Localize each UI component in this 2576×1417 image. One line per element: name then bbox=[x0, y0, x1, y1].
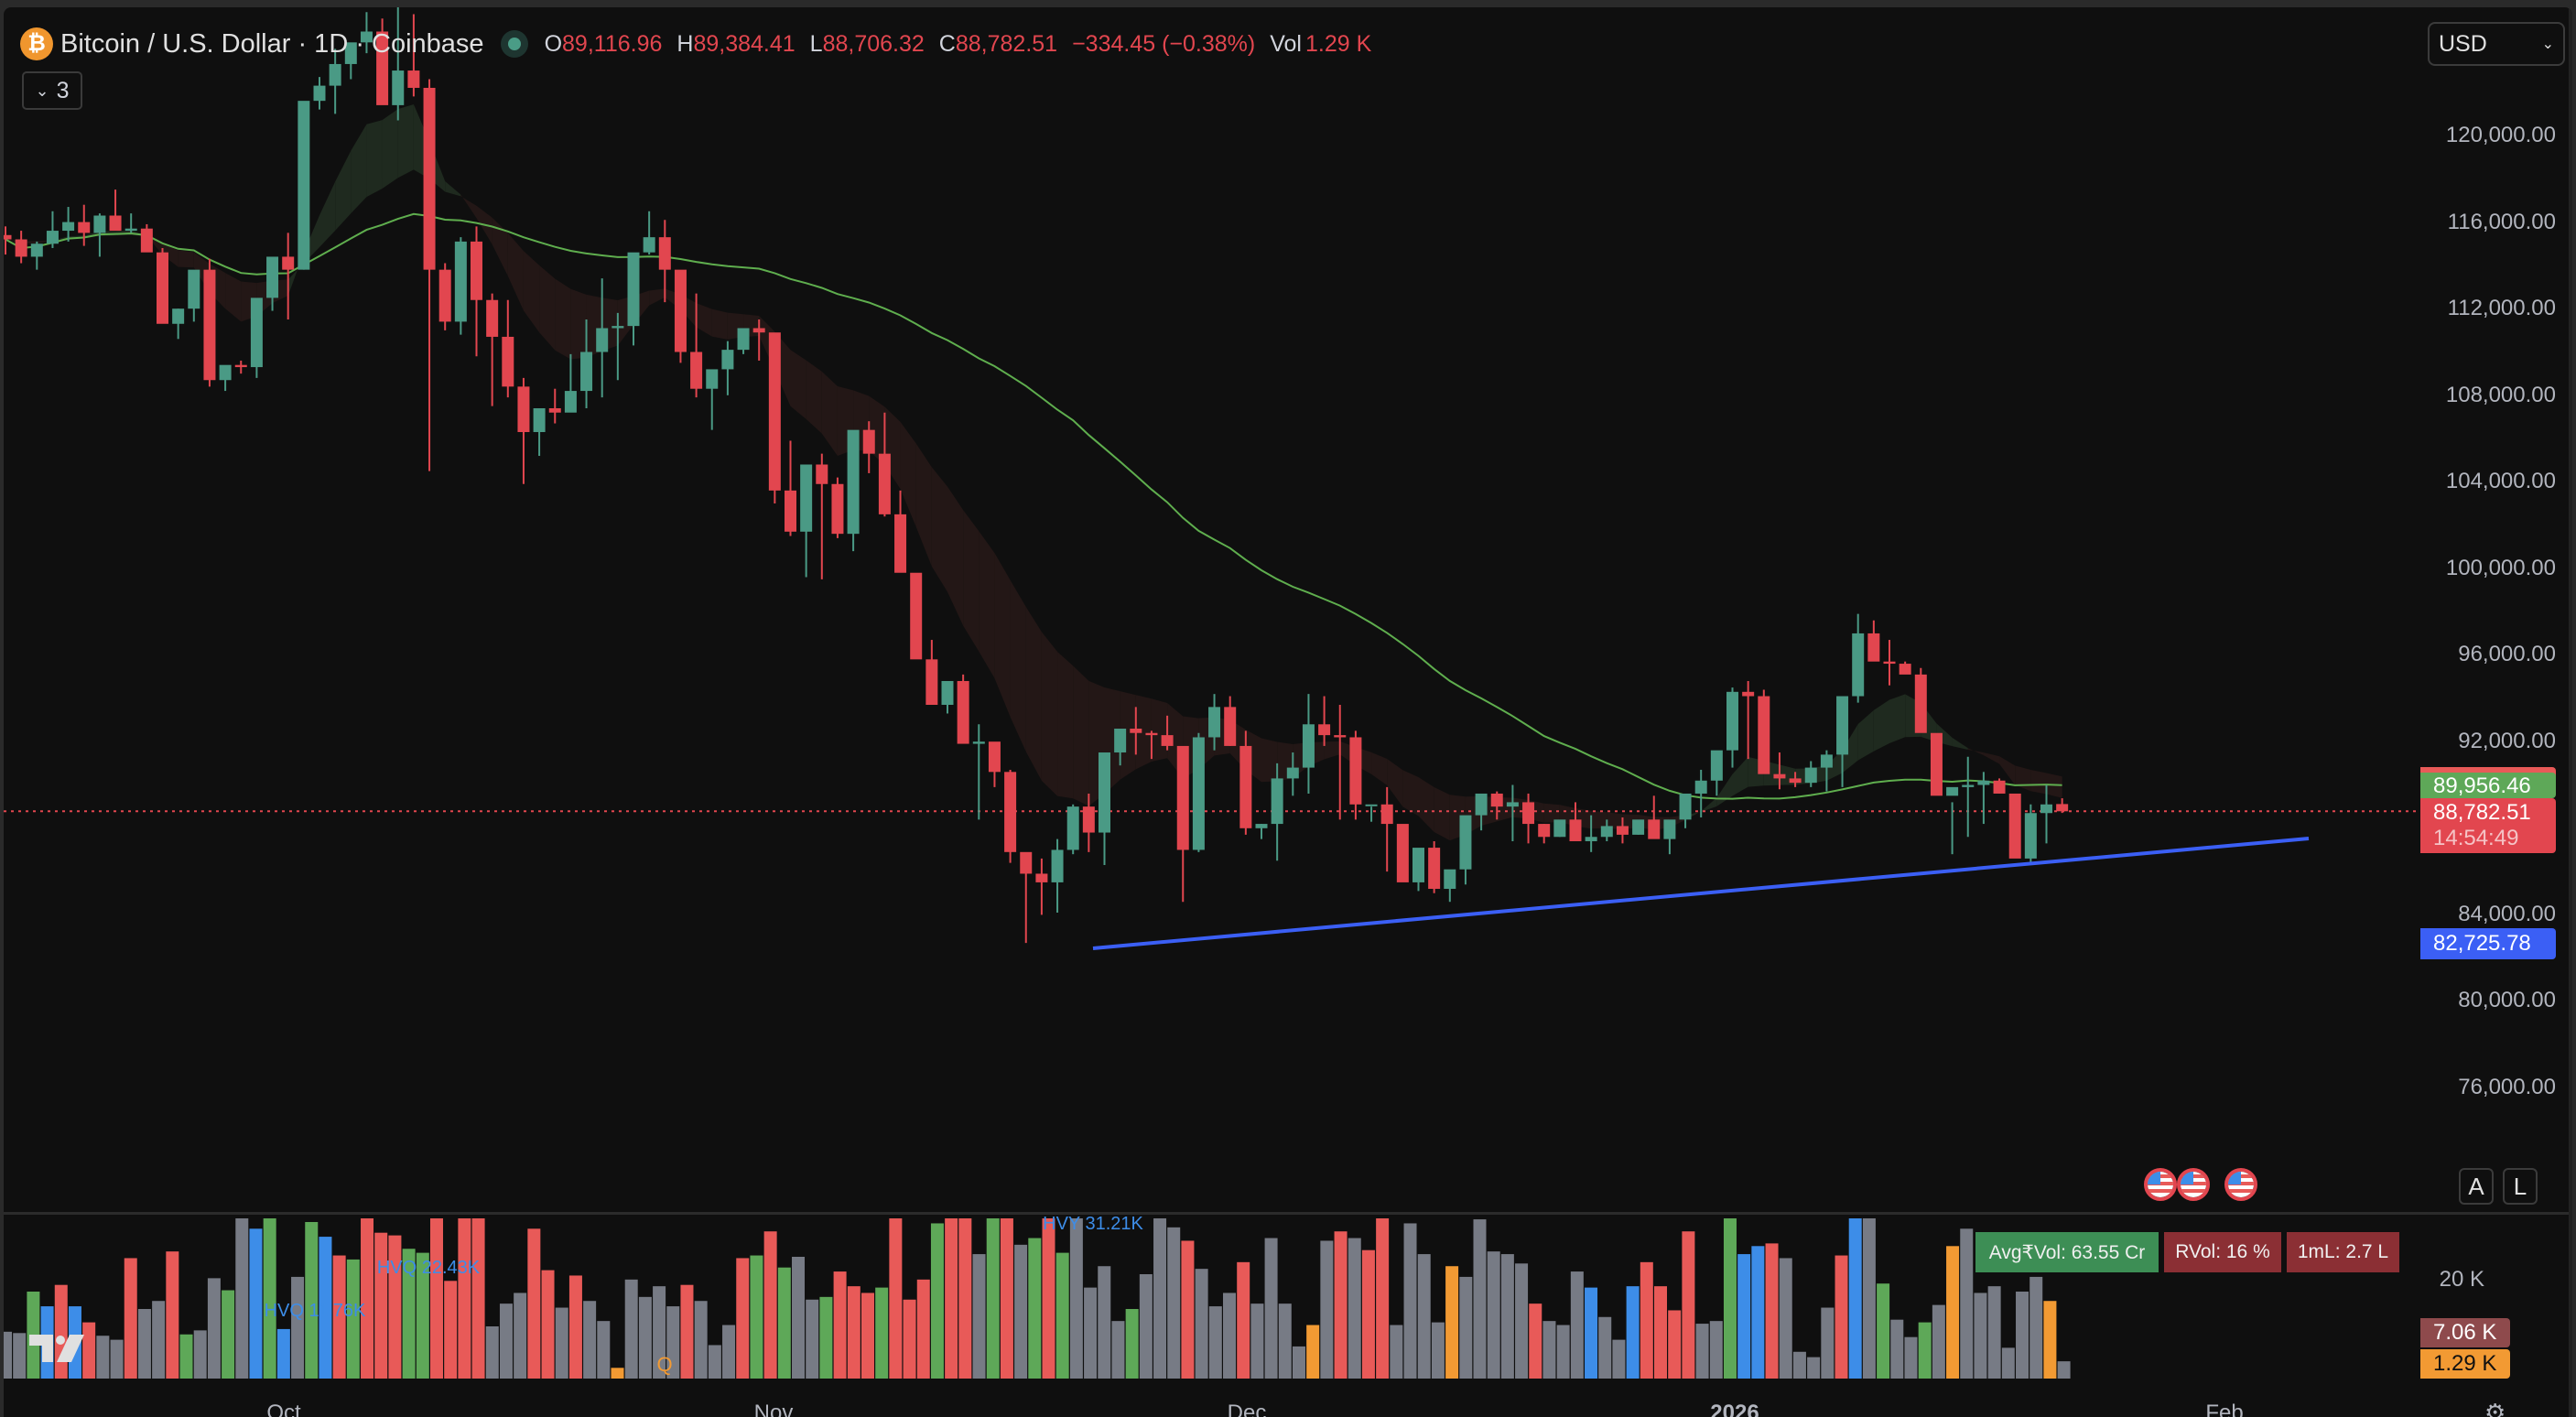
us-flag-event-icon[interactable] bbox=[2144, 1168, 2177, 1201]
right-edge bbox=[2569, 7, 2572, 1417]
one-ml-badge: 1mL: 2.7 L bbox=[2287, 1232, 2399, 1272]
ma-value-tag: 89,956.46 bbox=[2420, 773, 2556, 798]
change-value: −334.45 (−0.38%) bbox=[1072, 30, 1256, 57]
price-axis-tick: 112,000.00 bbox=[2447, 296, 2556, 320]
close-value: 88,782.51 bbox=[955, 30, 1058, 57]
open-label: O bbox=[544, 30, 563, 57]
symbol-title[interactable]: Bitcoin / U.S. Dollar · 1D · Coinbase bbox=[60, 28, 484, 59]
volume-last-tag: 1.29 K bbox=[2420, 1349, 2510, 1379]
currency-select[interactable]: USD ⌄ bbox=[2428, 22, 2565, 66]
price-chart-canvas[interactable] bbox=[4, 7, 2572, 1417]
bitcoin-icon: ₿ bbox=[20, 27, 53, 60]
low-value: 88,706.32 bbox=[822, 30, 925, 57]
trendline-price-tag: 82,725.78 bbox=[2420, 928, 2556, 959]
market-status-icon[interactable] bbox=[500, 30, 528, 58]
bar-countdown: 14:54:49 bbox=[2433, 826, 2519, 850]
open-value: 89,116.96 bbox=[562, 30, 663, 57]
price-axis-tick: 120,000.00 bbox=[2445, 123, 2556, 147]
time-axis-label: Oct bbox=[266, 1401, 301, 1417]
volume-value: 1.29 K bbox=[1305, 30, 1372, 57]
price-axis-tick: 116,000.00 bbox=[2447, 210, 2556, 234]
volume-axis-tick: 20 K bbox=[2439, 1267, 2484, 1292]
time-axis-label: 2026 bbox=[1710, 1401, 1759, 1417]
price-axis-tick: 80,000.00 bbox=[2458, 988, 2556, 1012]
last-price-value: 88,782.51 bbox=[2433, 800, 2531, 825]
settings-gear-icon[interactable]: ⚙ bbox=[2484, 1399, 2506, 1417]
price-axis-tick: 100,000.00 bbox=[2445, 556, 2556, 580]
indicators-count: 3 bbox=[56, 77, 70, 103]
currency-value: USD bbox=[2439, 30, 2487, 57]
time-axis-label: Feb bbox=[2205, 1401, 2244, 1417]
price-axis-tick: 76,000.00 bbox=[2458, 1075, 2556, 1099]
high-value: 89,384.41 bbox=[693, 30, 796, 57]
chevron-down-icon: ⌄ bbox=[2541, 37, 2554, 52]
price-axis-tick: 84,000.00 bbox=[2458, 902, 2556, 926]
quarter-marker: Q bbox=[656, 1353, 673, 1376]
tradingview-logo-icon[interactable] bbox=[29, 1335, 84, 1364]
time-axis-label: Nov bbox=[753, 1401, 794, 1417]
ohlc-values: O 89,116.96 H 89,384.41 L 88,706.32 C 88… bbox=[545, 31, 1387, 58]
chevron-down-icon: ⌄ bbox=[35, 81, 49, 100]
avg-volume-badge: Avg₹Vol: 63.55 Cr bbox=[1975, 1232, 2159, 1272]
us-flag-event-icon[interactable] bbox=[2177, 1168, 2210, 1201]
price-axis-tick: 104,000.00 bbox=[2445, 469, 2556, 493]
volume-label: Vol bbox=[1270, 30, 1302, 57]
price-axis-tick: 96,000.00 bbox=[2458, 642, 2556, 666]
hv-label: HVQ 11.76K bbox=[264, 1301, 366, 1321]
price-axis-tick: 108,000.00 bbox=[2445, 383, 2556, 407]
price-axis-tick: 92,000.00 bbox=[2458, 729, 2556, 753]
symbol-legend: ₿ Bitcoin / U.S. Dollar · 1D · Coinbase … bbox=[20, 24, 1386, 64]
close-label: C bbox=[938, 30, 956, 57]
hv-label: HVY 31.21K bbox=[1043, 1214, 1143, 1234]
volume-average-tag: 7.06 K bbox=[2420, 1318, 2510, 1347]
us-flag-event-icon[interactable] bbox=[2224, 1168, 2257, 1201]
indicators-collapse-button[interactable]: ⌄ 3 bbox=[22, 71, 82, 110]
chart-window: ₿ Bitcoin / U.S. Dollar · 1D · Coinbase … bbox=[4, 7, 2572, 1417]
rvol-badge: RVol: 16 % bbox=[2164, 1232, 2281, 1272]
log-scale-button[interactable]: L bbox=[2503, 1168, 2538, 1205]
time-axis-label: Dec bbox=[1227, 1401, 1267, 1417]
hv-label: HVQ 22.43K bbox=[376, 1258, 481, 1278]
last-price-tag: 88,782.51 14:54:49 bbox=[2420, 798, 2556, 853]
pane-separator[interactable] bbox=[4, 1212, 2572, 1215]
auto-scale-button[interactable]: A bbox=[2459, 1168, 2494, 1205]
low-label: L bbox=[809, 30, 823, 57]
high-label: H bbox=[676, 30, 694, 57]
